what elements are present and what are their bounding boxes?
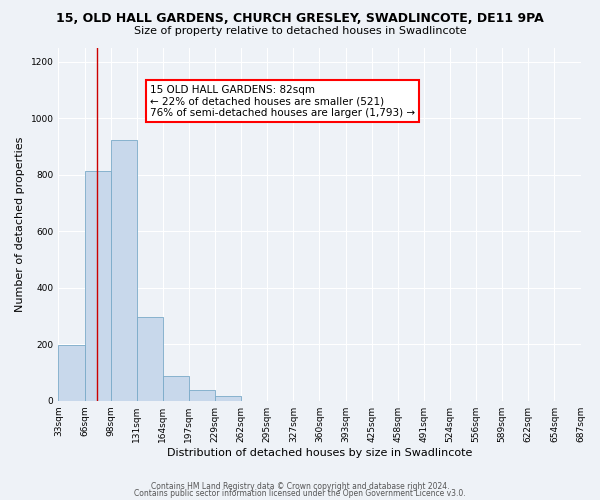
Bar — [110, 140, 137, 400]
Text: Size of property relative to detached houses in Swadlincote: Size of property relative to detached ho… — [134, 26, 466, 36]
Y-axis label: Number of detached properties: Number of detached properties — [15, 136, 25, 312]
Bar — [163, 376, 189, 400]
Bar — [189, 390, 215, 400]
Text: Contains public sector information licensed under the Open Government Licence v3: Contains public sector information licen… — [134, 490, 466, 498]
Text: 15, OLD HALL GARDENS, CHURCH GRESLEY, SWADLINCOTE, DE11 9PA: 15, OLD HALL GARDENS, CHURCH GRESLEY, SW… — [56, 12, 544, 26]
Bar — [85, 172, 110, 400]
Bar — [137, 318, 163, 400]
Bar — [58, 345, 85, 401]
X-axis label: Distribution of detached houses by size in Swadlincote: Distribution of detached houses by size … — [167, 448, 472, 458]
Text: 15 OLD HALL GARDENS: 82sqm
← 22% of detached houses are smaller (521)
76% of sem: 15 OLD HALL GARDENS: 82sqm ← 22% of deta… — [150, 84, 415, 118]
Bar — [215, 396, 241, 400]
Text: Contains HM Land Registry data © Crown copyright and database right 2024.: Contains HM Land Registry data © Crown c… — [151, 482, 449, 491]
